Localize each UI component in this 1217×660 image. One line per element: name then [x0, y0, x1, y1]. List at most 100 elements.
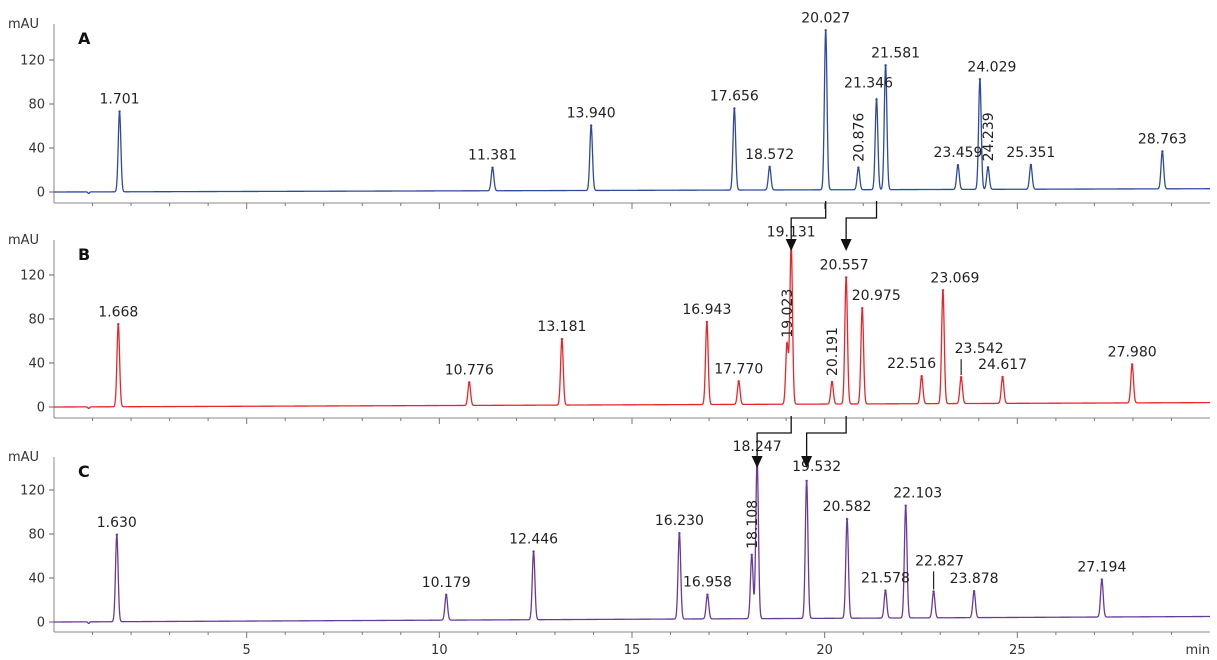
peak-label: 16.943: [682, 302, 731, 318]
peak-apex: [560, 337, 564, 341]
peak-label: 21.346: [844, 75, 893, 91]
panel-letter: A: [78, 29, 91, 48]
y-unit-label: mAU: [8, 450, 39, 465]
peak-label: 17.770: [714, 361, 763, 377]
peak-label: 1.701: [99, 92, 139, 108]
peak-label: 20.027: [801, 10, 850, 26]
peak-label: 24.029: [967, 59, 1016, 75]
peak-apex: [491, 166, 494, 169]
peak-label: 20.582: [823, 499, 872, 515]
peak-apex: [884, 589, 887, 592]
x-unit-label: min: [1185, 643, 1210, 658]
trace-b: [54, 243, 1210, 410]
peak-label: 27.194: [1077, 560, 1126, 576]
peak-label: 1.668: [98, 304, 138, 320]
peak-label: 23.459: [933, 145, 982, 161]
y-tick-label: 80: [28, 313, 45, 328]
y-tick-label: 120: [20, 54, 45, 69]
panel-letter: B: [78, 245, 90, 264]
peak-apex: [678, 532, 681, 535]
peak-apex: [768, 165, 771, 169]
peak-label: 17.656: [710, 89, 759, 105]
peak-label: 20.876: [851, 113, 867, 162]
peak-label: 23.069: [930, 270, 979, 286]
peak-label: 21.581: [871, 45, 920, 61]
peak-apex: [468, 381, 471, 384]
peak-apex: [875, 98, 878, 101]
y-tick-label: 120: [20, 269, 45, 284]
peak-label: 20.557: [820, 257, 869, 273]
shift-arrow: [790, 201, 827, 240]
y-tick-label: 0: [37, 186, 45, 201]
shift-arrowhead: [840, 239, 852, 251]
peak-label: 22.827: [915, 553, 964, 569]
peak-apex: [920, 374, 923, 378]
peak-label: 13.181: [537, 319, 586, 335]
x-tick-label: 15: [624, 643, 641, 658]
peak-apex: [956, 164, 960, 167]
peak-label: 24.617: [978, 357, 1027, 373]
peak-apex: [986, 166, 990, 169]
peak-apex: [115, 533, 119, 537]
peak-apex: [1029, 163, 1033, 167]
y-unit-label: mAU: [8, 233, 39, 248]
peak-label: 18.572: [745, 147, 794, 163]
y-tick-label: 120: [20, 484, 45, 499]
peak-apex: [445, 593, 448, 597]
peak-apex: [1130, 363, 1134, 366]
y-tick-label: 80: [28, 98, 45, 113]
peak-apex: [737, 380, 740, 383]
peak-apex: [941, 289, 945, 292]
peak-label: 18.108: [745, 500, 761, 549]
y-unit-label: mAU: [8, 17, 39, 32]
y-tick-label: 0: [37, 616, 45, 631]
peak-apex: [1001, 375, 1004, 379]
peak-apex: [805, 479, 808, 483]
peak-label: 1.630: [97, 515, 137, 531]
peak-apex: [972, 590, 976, 593]
peak-label: 16.230: [655, 513, 704, 529]
panel-letter: C: [78, 462, 90, 481]
peak-apex: [978, 78, 982, 81]
peak-label: 27.980: [1108, 344, 1157, 360]
y-tick-label: 80: [28, 528, 45, 543]
peak-label: 22.103: [893, 486, 942, 502]
peak-apex: [589, 124, 593, 127]
peak-apex: [844, 276, 848, 279]
peak-label: 19.023: [780, 289, 796, 338]
peak-apex: [1100, 578, 1104, 581]
peak-label: 10.776: [445, 362, 494, 378]
peak-label: 25.351: [1006, 145, 1055, 161]
trace-c: [54, 459, 1210, 625]
peak-apex: [750, 553, 753, 557]
peak-apex: [785, 342, 789, 345]
peak-apex: [705, 320, 709, 324]
y-tick-label: 40: [28, 142, 45, 157]
peak-label: 28.763: [1138, 131, 1187, 147]
x-tick-label: 25: [1009, 643, 1026, 658]
peak-label: 22.516: [887, 356, 936, 372]
shift-arrow: [845, 201, 878, 240]
shift-arrowhead: [801, 456, 813, 468]
x-tick-label: 5: [243, 643, 251, 658]
peak-apex: [857, 166, 860, 169]
peak-apex: [118, 110, 121, 113]
peak-apex: [845, 518, 849, 521]
peak-apex: [830, 380, 834, 384]
x-tick-label: 20: [816, 643, 833, 658]
trace-a: [54, 30, 1210, 195]
shift-arrow: [805, 416, 847, 457]
peak-label: 21.578: [861, 571, 910, 587]
y-tick-label: 40: [28, 572, 45, 587]
y-tick-label: 40: [28, 357, 45, 372]
peak-label: 23.878: [950, 571, 999, 587]
peak-apex: [733, 107, 736, 110]
y-tick-label: 0: [37, 401, 45, 416]
peak-apex: [932, 590, 935, 593]
peak-label: 16.958: [683, 575, 732, 591]
peak-label: 24.239: [981, 112, 997, 161]
peak-label: 10.179: [422, 575, 471, 591]
